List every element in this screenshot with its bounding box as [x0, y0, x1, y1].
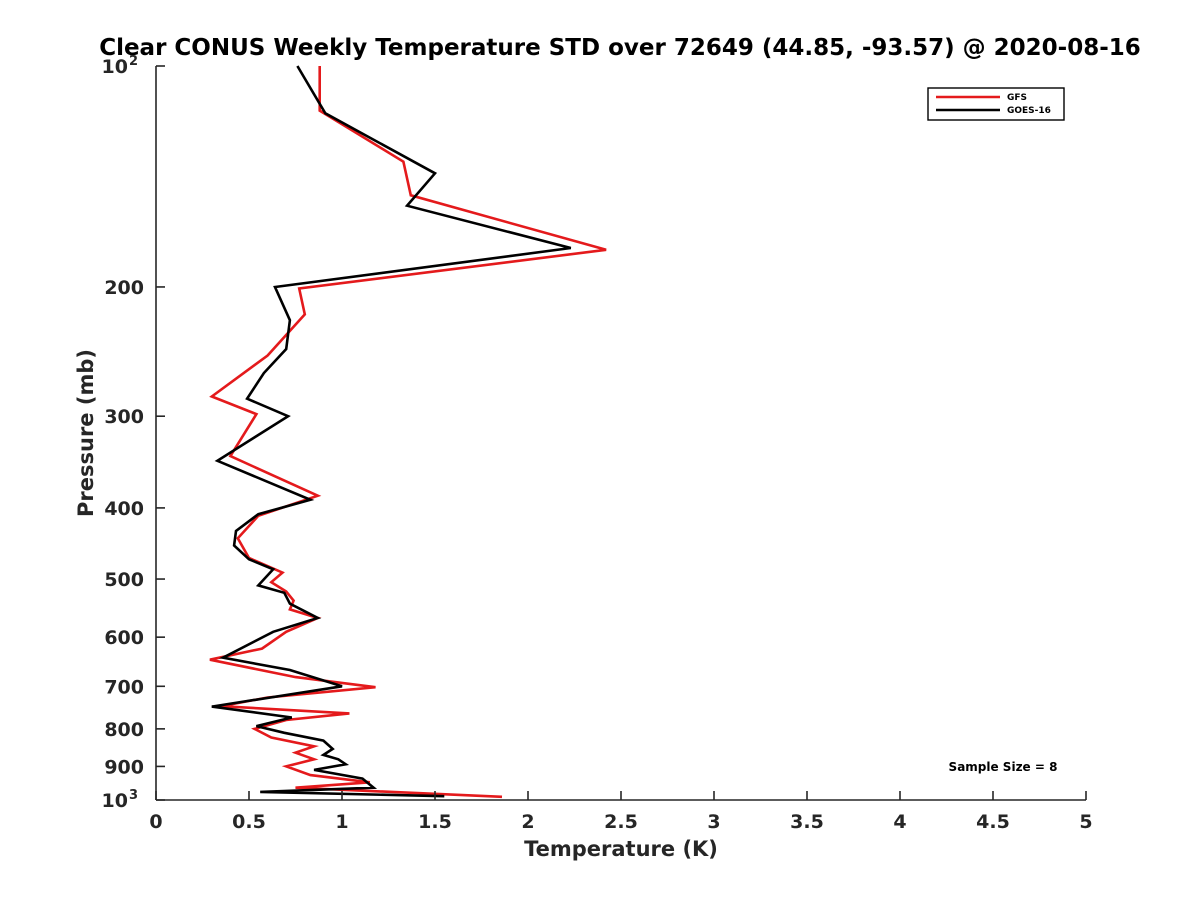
y-tick-label: 800: [104, 719, 144, 741]
axes: [155, 66, 1086, 801]
series-layer: [209, 65, 607, 799]
y-tick-label: 600: [104, 627, 144, 649]
series-line-gfs: [209, 66, 607, 799]
x-tick-label: 5: [1079, 811, 1092, 833]
y-tick-label: 400: [104, 498, 144, 520]
x-tick-label: 2: [521, 811, 534, 833]
legend-label: GFS: [1007, 93, 1027, 103]
x-tick-label: 1.5: [418, 811, 452, 833]
x-tick-label: 2.5: [604, 811, 638, 833]
legend-box: [927, 87, 1065, 121]
x-tick-label: 3.5: [790, 811, 824, 833]
y-tick-label: 900: [104, 756, 144, 778]
y-tick-label: 200: [104, 277, 144, 299]
series-line-goes-16: [211, 65, 572, 798]
y-tick-exponent: 2: [129, 54, 138, 69]
legend: GFS GOES-16: [927, 87, 1065, 121]
x-tick-label: 0.5: [232, 811, 266, 833]
y-tick-label: 500: [104, 569, 144, 591]
x-tick-label: 4: [893, 811, 906, 833]
y-tick-label: 700: [104, 676, 144, 698]
x-ticks: 0 0.5 1 1.5 2 2.5 3 3.5 4 4.5 5: [149, 791, 1093, 833]
chart-title: Clear CONUS Weekly Temperature STD over …: [99, 35, 1141, 61]
x-axis-label: Temperature (K): [524, 837, 718, 861]
legend-label: GOES-16: [1007, 106, 1051, 116]
x-tick-label: 1: [335, 811, 348, 833]
y-tick-label: 10: [102, 56, 128, 78]
y-tick-label: 10: [102, 790, 128, 812]
y-tick-label: 300: [104, 406, 144, 428]
x-tick-label: 3: [707, 811, 720, 833]
y-axis-label: Pressure (mb): [74, 349, 98, 517]
x-tick-label: 4.5: [976, 811, 1010, 833]
x-tick-label: 0: [149, 811, 162, 833]
sample-size-annotation: Sample Size = 8: [949, 760, 1058, 774]
y-tick-exponent: 3: [129, 788, 138, 803]
